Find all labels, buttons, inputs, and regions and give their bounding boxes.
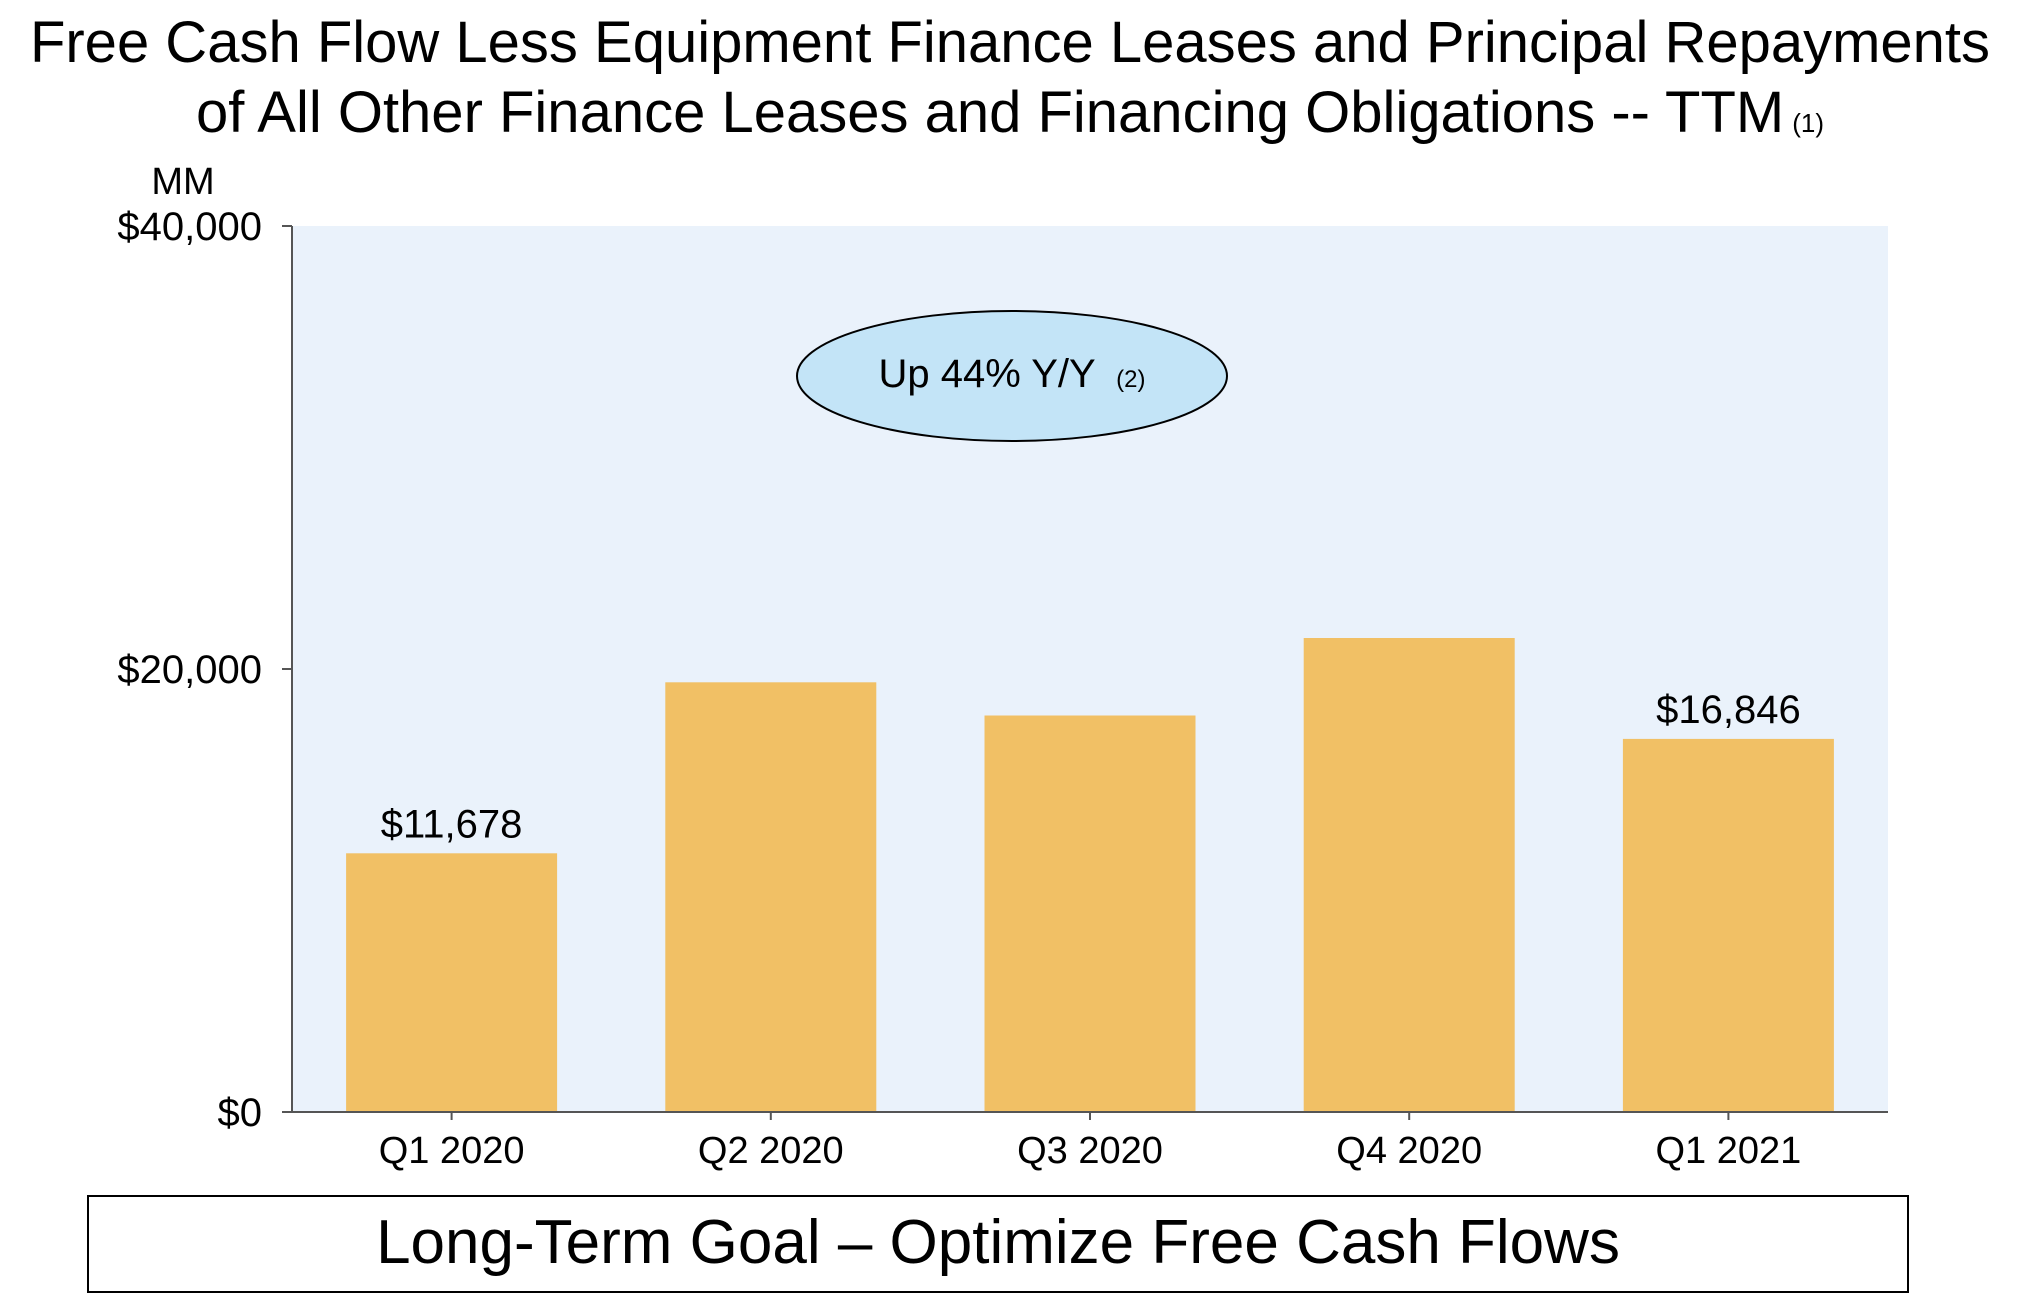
long-term-goal-text: Long-Term Goal – Optimize Free Cash Flow… — [376, 1208, 1620, 1277]
x-tick-label: Q4 2020 — [1336, 1130, 1482, 1172]
bar-series — [346, 638, 1834, 1112]
title-footnote-marker: (1) — [1792, 108, 1825, 138]
y-tick-label: $0 — [218, 1091, 263, 1135]
bar-q4-2020 — [1303, 638, 1515, 1112]
callout-text: Up 44% Y/Y (2) — [879, 352, 1146, 396]
x-tick-label: Q2 2020 — [698, 1130, 844, 1172]
y-axis-ticks: $0 $20,000 $40,000 — [117, 205, 292, 1135]
bar-q3-2020 — [984, 715, 1196, 1112]
bar-q1-2021 — [1622, 738, 1834, 1112]
chart-title-line-1: Free Cash Flow Less Equipment Finance Le… — [29, 10, 1991, 75]
x-tick-label: Q3 2020 — [1017, 1130, 1163, 1172]
bar-data-labels: $11,678 $16,846 — [381, 688, 1801, 846]
x-axis-ticks: Q1 2020 Q2 2020 Q3 2020 Q4 2020 Q1 2021 — [379, 1112, 1802, 1172]
data-label-q1-2020: $11,678 — [381, 802, 523, 846]
callout-main-text: Up 44% Y/Y — [879, 352, 1095, 396]
callout-ellipse — [796, 310, 1228, 442]
y-axis-units-label: MM — [151, 161, 214, 203]
yoy-callout: Up 44% Y/Y (2) — [796, 310, 1228, 442]
x-tick-label: Q1 2020 — [379, 1130, 525, 1172]
long-term-goal-banner: Long-Term Goal – Optimize Free Cash Flow… — [87, 1195, 1909, 1293]
chart-title-line-2: of All Other Finance Leases and Financin… — [195, 80, 1785, 145]
callout-footnote-marker: (2) — [1116, 366, 1145, 393]
bar-q1-2020 — [346, 853, 558, 1112]
x-tick-label: Q1 2021 — [1656, 1130, 1802, 1172]
data-label-q1-2021: $16,846 — [1656, 688, 1801, 732]
bar-q2-2020 — [665, 682, 877, 1112]
chart-title: Free Cash Flow Less Equipment Finance Le… — [0, 8, 2020, 158]
y-tick-label: $40,000 — [117, 205, 262, 249]
y-tick-label: $20,000 — [117, 648, 262, 692]
